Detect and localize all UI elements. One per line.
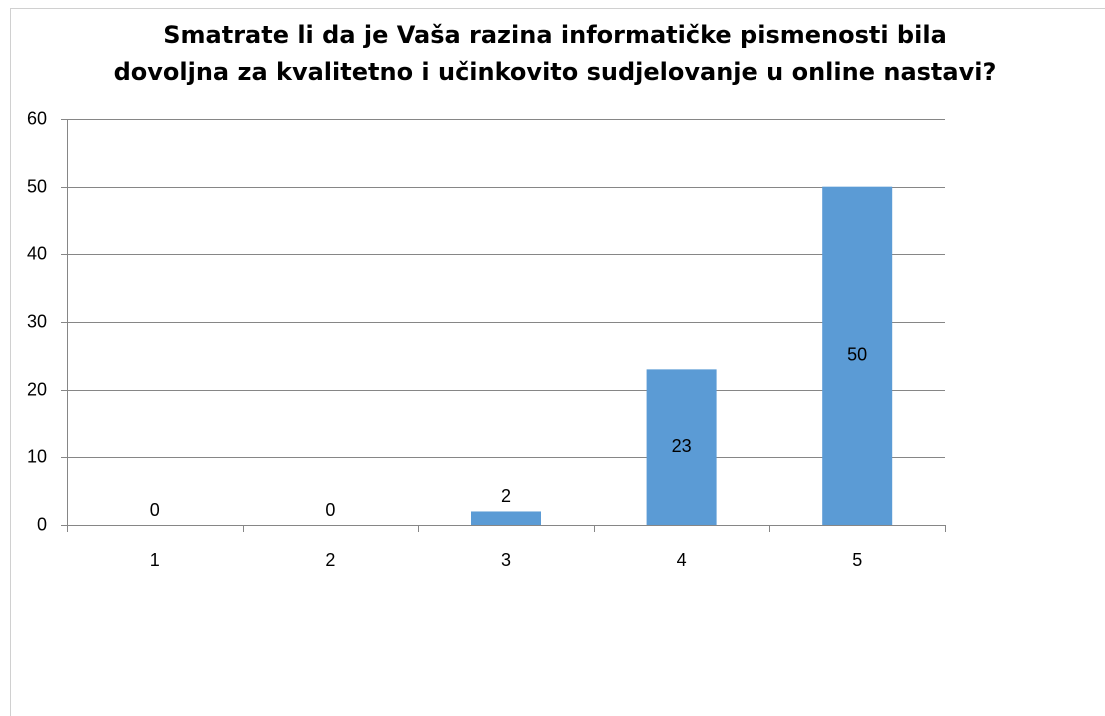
chart-title: Smatrate li da je Vaša razina informatič…	[163, 21, 947, 49]
data-label: 0	[325, 500, 335, 520]
x-tick-label: 1	[150, 550, 160, 570]
y-tick-label: 50	[27, 176, 47, 196]
y-tick-label: 10	[27, 446, 47, 466]
y-tick-label: 60	[27, 108, 47, 128]
y-tick-label: 0	[37, 514, 47, 534]
x-tick-label: 2	[325, 550, 335, 570]
data-label: 23	[672, 436, 692, 456]
y-tick-label: 20	[27, 379, 47, 399]
bar	[822, 186, 893, 525]
data-label: 50	[847, 345, 867, 365]
chart-title: dovoljna za kvalitetno i učinkovito sudj…	[114, 58, 997, 86]
data-label: 2	[501, 486, 511, 506]
y-tick-label: 30	[27, 311, 47, 331]
x-tick-label: 3	[501, 550, 511, 570]
x-tick-label: 5	[852, 550, 862, 570]
bar	[471, 511, 541, 525]
y-tick-label: 40	[27, 243, 47, 263]
x-tick-label: 4	[677, 550, 687, 570]
data-label: 0	[150, 500, 160, 520]
bar	[646, 369, 717, 525]
